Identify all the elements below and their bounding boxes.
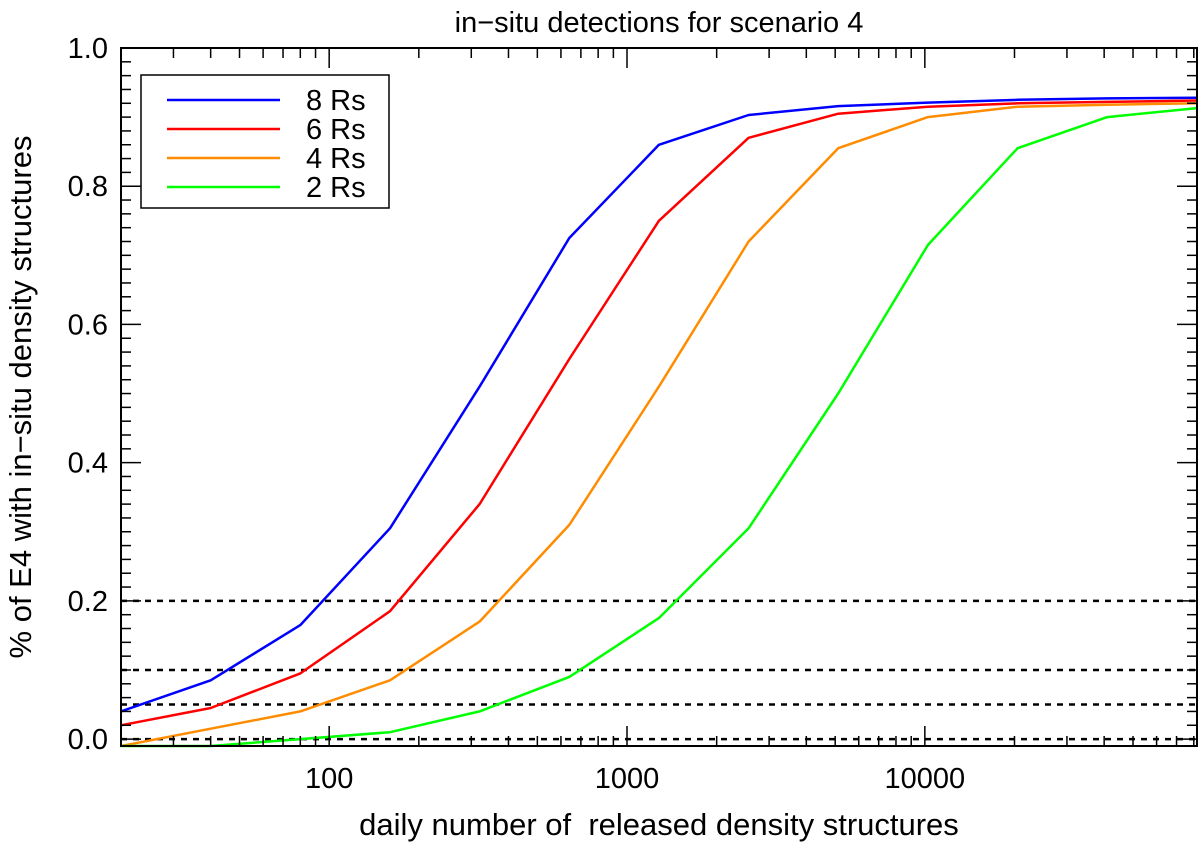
- legend: 8 Rs6 Rs4 Rs2 Rs: [140, 74, 390, 209]
- y-tick-label: 0.6: [68, 309, 108, 341]
- plot-frame: [120, 47, 1198, 747]
- y-tick-label: 0.8: [68, 171, 108, 203]
- x-tick-label: 1000: [595, 763, 660, 795]
- series-line: [120, 99, 1198, 727]
- y-tick-label: 0.4: [68, 448, 108, 480]
- chart-title: in−situ detections for scenario 4: [455, 7, 864, 39]
- x-axis-label: daily number of released density structu…: [359, 807, 959, 842]
- legend-label: 2 Rs: [306, 172, 366, 204]
- series-line: [120, 102, 1198, 748]
- x-tick-label: 10000: [885, 763, 966, 795]
- x-tick-label: 100: [305, 763, 353, 795]
- x-axis: 100 1000 10000: [120, 48, 1195, 795]
- y-tick-label: 0.2: [68, 586, 108, 618]
- legend-label: 4 Rs: [306, 143, 366, 175]
- legend-label: 8 Rs: [306, 85, 366, 117]
- y-tick-label: 1.0: [68, 33, 108, 65]
- y-tick-label: 0.0: [68, 724, 108, 756]
- y-axis: 0.0 0.2 0.4 0.6 0.8 1.0: [68, 33, 1197, 756]
- y-axis-label: % of E4 with in−situ density structures: [3, 136, 38, 659]
- legend-label: 6 Rs: [306, 114, 366, 146]
- series-line: [120, 96, 1198, 713]
